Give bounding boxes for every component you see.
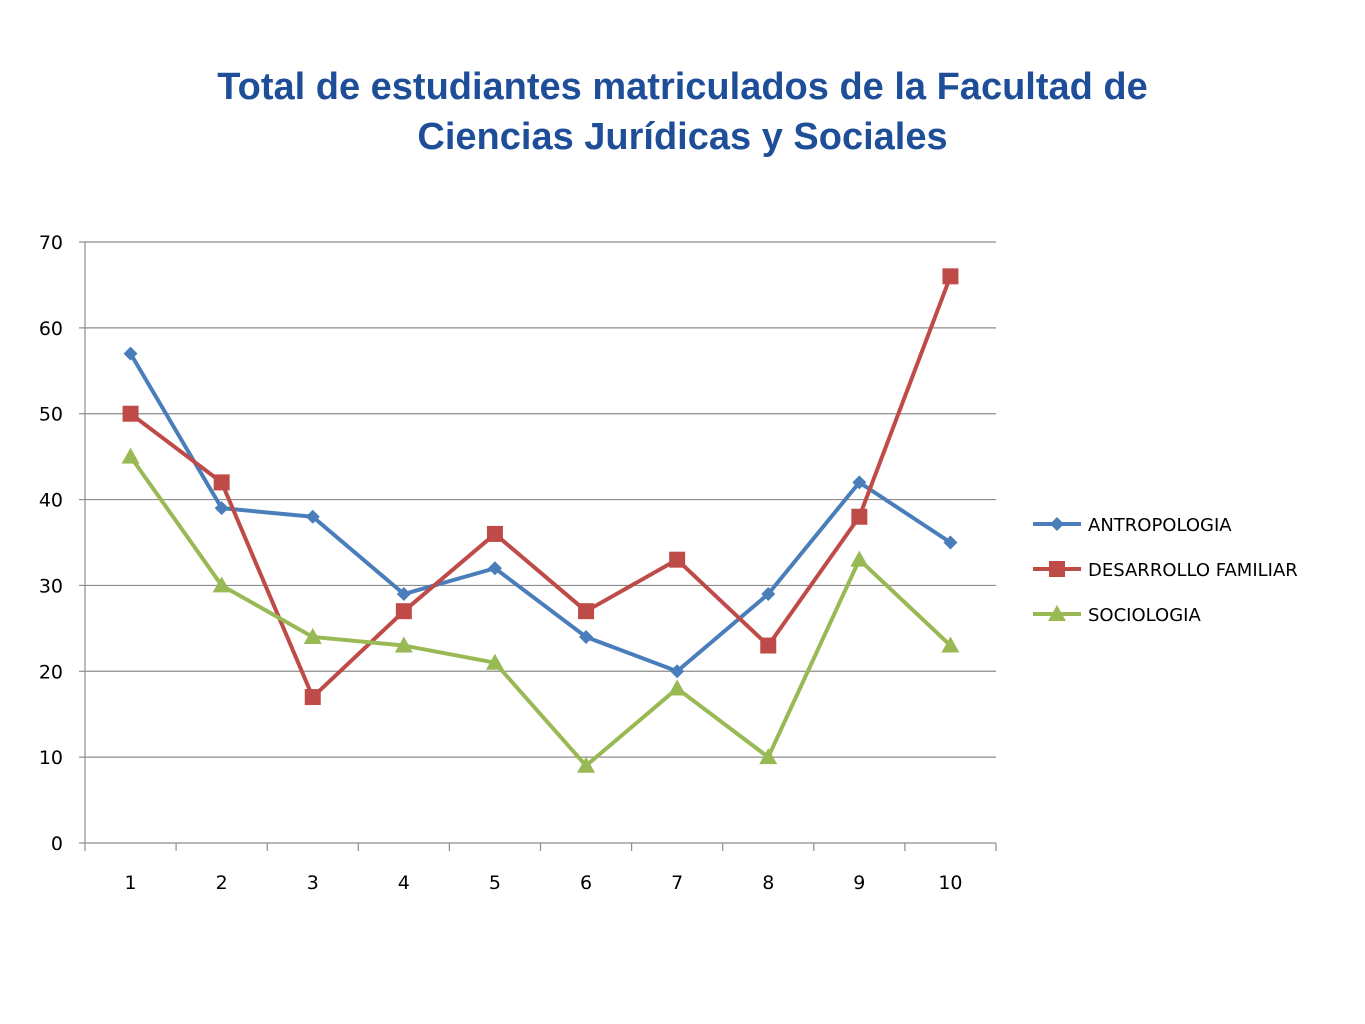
x-tick-label: 9: [853, 872, 865, 894]
legend-marker: [1050, 517, 1064, 531]
data-point-desarrollo-familiar: [851, 508, 868, 525]
legend-item-desarrollo-familiar: DESARROLLO FAMILIAR: [1033, 560, 1298, 581]
data-point-sociologia: [668, 679, 687, 696]
y-tick-label: 70: [39, 232, 63, 254]
data-point-sociologia: [212, 576, 231, 593]
x-tick-label: 7: [671, 872, 683, 894]
y-tick-label: 30: [39, 575, 63, 597]
series-line-sociologia: [128, 454, 953, 768]
data-point-sociologia: [577, 756, 596, 773]
data-point-desarrollo-familiar: [669, 551, 686, 568]
legend-marker: [1048, 605, 1066, 621]
data-point-desarrollo-familiar: [213, 474, 230, 491]
data-point-antropologia: [305, 509, 320, 524]
data-point-antropologia: [123, 346, 138, 361]
x-tick-label: 4: [398, 872, 410, 894]
data-point-antropologia: [761, 587, 776, 602]
data-point-antropologia: [214, 501, 229, 516]
series: [121, 268, 960, 773]
x-tick-label: 6: [580, 872, 592, 894]
legend-label: SOCIOLOGIA: [1088, 605, 1201, 626]
data-point-antropologia: [670, 664, 685, 679]
y-tick-label: 0: [51, 833, 63, 855]
data-point-sociologia: [485, 653, 504, 670]
series-desarrollo-familiar: [122, 268, 959, 706]
data-point-sociologia: [941, 636, 960, 653]
y-tick-label: 20: [39, 661, 63, 683]
data-point-antropologia: [852, 475, 867, 490]
x-tick-label: 2: [216, 872, 228, 894]
x-tick-label: 3: [307, 872, 319, 894]
series-line-antropologia: [128, 351, 953, 674]
y-tick-label: 40: [39, 490, 63, 512]
data-point-desarrollo-familiar: [304, 689, 321, 706]
legend: ANTROPOLOGIA DESARROLLO FAMILIAR SOCIOLOGI…: [1033, 515, 1298, 626]
legend-item-antropologia: ANTROPOLOGIA: [1033, 515, 1232, 536]
series-antropologia: [123, 346, 958, 679]
data-point-antropologia: [579, 629, 594, 644]
legend-label: ANTROPOLOGIA: [1088, 515, 1232, 536]
data-point-desarrollo-familiar: [395, 603, 412, 620]
data-point-sociologia: [303, 627, 322, 644]
data-point-sociologia: [394, 636, 413, 653]
legend-marker: [1049, 561, 1065, 577]
gridlines: [85, 241, 996, 758]
series-sociologia: [121, 447, 960, 773]
data-point-sociologia: [850, 550, 869, 567]
y-tick-label: 10: [39, 747, 63, 769]
chart-title-line-1: Total de estudiantes matriculados de la …: [217, 66, 1148, 108]
x-tick-label: 5: [489, 872, 501, 894]
data-point-antropologia: [943, 535, 958, 550]
x-tick-label: 10: [938, 872, 962, 894]
data-point-desarrollo-familiar: [578, 603, 595, 620]
legend-item-sociologia: SOCIOLOGIA: [1033, 605, 1201, 626]
data-point-desarrollo-familiar: [760, 637, 777, 654]
data-point-sociologia: [121, 447, 140, 464]
chart-title-line-2: Ciencias Jurídicas y Sociales: [417, 116, 948, 158]
x-tick-label: 1: [125, 872, 137, 894]
y-tick-label: 50: [39, 404, 63, 426]
chart-title: Total de estudiantes matriculados de la …: [0, 62, 1365, 162]
axes: 0 10 20 30 40 50 60 70 1 2 3 4 5 6 7 8 9 10: [39, 232, 997, 894]
series-line-desarrollo-familiar: [128, 274, 953, 700]
legend-label: DESARROLLO FAMILIAR: [1088, 560, 1298, 581]
data-point-desarrollo-familiar: [486, 525, 503, 542]
x-tick-label: 8: [762, 872, 774, 894]
data-point-antropologia: [487, 561, 502, 576]
y-tick-label: 60: [39, 318, 63, 340]
data-point-antropologia: [396, 587, 411, 602]
data-point-desarrollo-familiar: [122, 405, 139, 422]
data-point-desarrollo-familiar: [942, 268, 959, 285]
data-point-sociologia: [759, 748, 778, 765]
